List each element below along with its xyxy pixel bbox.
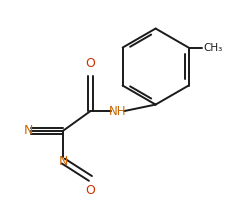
Text: NH: NH [109,104,126,117]
Text: O: O [86,184,95,197]
Text: N: N [24,124,33,137]
Text: N: N [58,154,68,168]
Text: O: O [86,57,95,70]
Text: CH₃: CH₃ [204,42,223,53]
